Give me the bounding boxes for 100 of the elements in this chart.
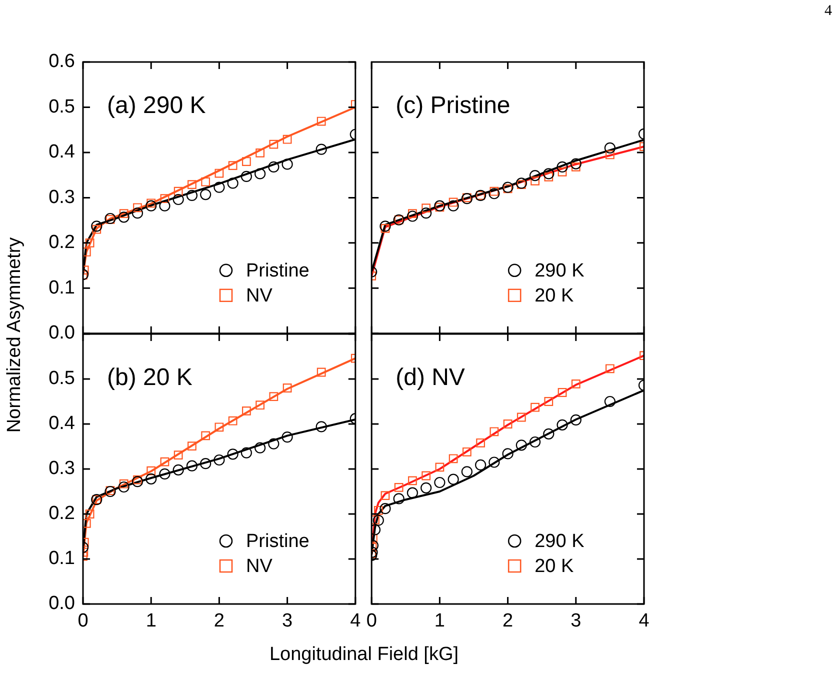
point	[570, 414, 582, 426]
point	[186, 190, 198, 201]
y-tick-label: 0.3	[48, 458, 75, 480]
point	[268, 161, 280, 172]
point	[516, 180, 526, 190]
point	[530, 402, 540, 412]
point	[571, 162, 580, 172]
point	[242, 406, 251, 416]
point	[380, 491, 390, 500]
point	[606, 150, 614, 160]
point	[159, 200, 170, 212]
point	[242, 157, 251, 166]
point	[85, 510, 94, 518]
point	[92, 224, 102, 234]
legend-label: Pristine	[246, 531, 310, 552]
point	[516, 178, 527, 189]
y-tick-label: 0.6	[48, 51, 75, 72]
point	[529, 170, 541, 182]
point	[200, 458, 212, 470]
x-axis-title: Longitudinal Field [kG]	[269, 644, 459, 666]
point	[316, 368, 326, 377]
point	[570, 158, 582, 170]
point	[227, 178, 238, 189]
y-axis-title: Normalized Asymmetry	[4, 237, 26, 433]
point	[556, 419, 568, 430]
point	[316, 421, 327, 432]
legend-label: NV	[246, 556, 273, 578]
point	[544, 397, 554, 406]
point	[201, 431, 210, 440]
point	[556, 161, 568, 172]
point	[214, 422, 224, 432]
point	[214, 168, 224, 178]
point	[448, 198, 458, 207]
point	[604, 396, 616, 408]
point	[516, 412, 526, 422]
point	[558, 167, 567, 176]
point	[435, 202, 444, 212]
point	[146, 466, 156, 476]
point	[476, 438, 485, 448]
point	[214, 454, 225, 466]
point	[488, 188, 500, 200]
text: (b) 20 K	[107, 364, 192, 391]
point	[227, 448, 238, 460]
legend-label: NV	[246, 286, 273, 307]
point	[448, 474, 459, 485]
x-tick-label: 1	[146, 610, 156, 632]
point	[146, 200, 157, 212]
point	[186, 460, 198, 472]
point	[119, 479, 128, 488]
point	[268, 438, 280, 450]
x-tick-label: 4	[350, 610, 362, 632]
point	[558, 388, 567, 397]
legend-label: 20 K	[534, 556, 574, 578]
point	[393, 493, 404, 504]
point	[530, 176, 540, 186]
point	[228, 161, 238, 170]
x-tick-label: 0	[78, 610, 88, 632]
point	[606, 364, 614, 374]
legend-label: 20 K	[534, 286, 574, 307]
y-tick-label: 0.2	[48, 503, 75, 524]
point	[85, 238, 94, 248]
y-tick-label: 0.0	[48, 322, 75, 344]
point	[254, 442, 266, 454]
point	[406, 210, 418, 222]
point	[502, 448, 514, 460]
point	[490, 186, 499, 196]
point	[282, 134, 292, 144]
point	[408, 476, 417, 486]
y-tick-label: 0.5	[48, 96, 75, 118]
point	[240, 447, 252, 458]
point	[604, 142, 616, 154]
point	[269, 392, 278, 401]
point	[172, 194, 184, 206]
point	[174, 450, 183, 460]
point	[159, 468, 170, 480]
point	[228, 416, 238, 426]
point	[503, 420, 512, 428]
point	[435, 462, 444, 472]
point	[118, 481, 130, 493]
point	[188, 442, 196, 450]
point	[380, 224, 390, 233]
point	[475, 459, 486, 470]
x-tick-label: 4	[638, 610, 650, 632]
point	[420, 482, 432, 494]
y-tick-label: 0.0	[48, 593, 75, 614]
point	[200, 188, 212, 200]
point	[316, 144, 327, 155]
point	[372, 514, 384, 526]
x-tick-label: 1	[434, 610, 445, 632]
y-tick-label: 0.1	[48, 548, 75, 570]
point	[132, 476, 144, 488]
point	[282, 384, 292, 392]
point	[462, 447, 472, 456]
y-tick-label: 0.2	[48, 232, 75, 254]
point	[188, 180, 196, 190]
y-tick-label: 0.4	[48, 142, 76, 163]
point	[240, 170, 252, 182]
point	[380, 503, 391, 514]
x-tick-label: 2	[214, 610, 224, 632]
point	[160, 194, 170, 204]
